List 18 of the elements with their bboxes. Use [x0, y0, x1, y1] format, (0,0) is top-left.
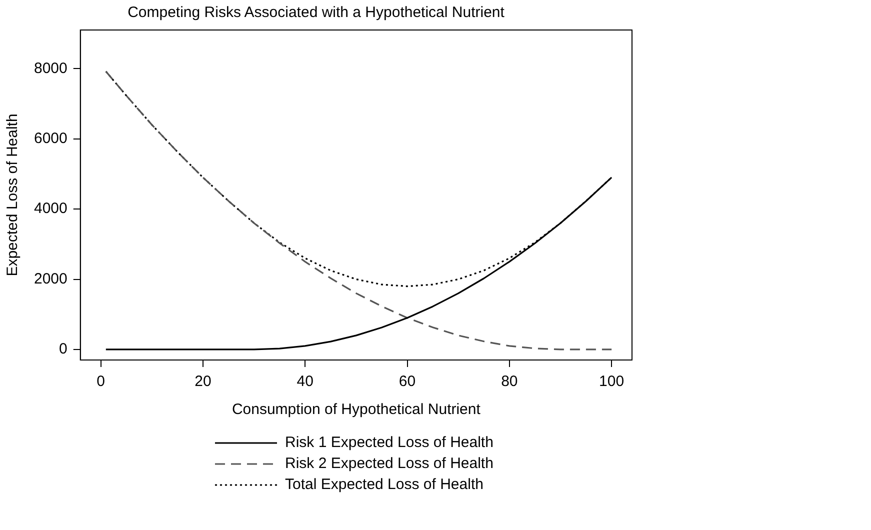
y-tick-label: 0: [59, 340, 68, 358]
y-tick-label: 6000: [34, 130, 68, 147]
y-tick-label: 2000: [34, 270, 68, 288]
y-axis-title: Expected Loss of Health: [4, 114, 22, 276]
x-tick-label: 80: [501, 373, 518, 390]
x-tick-label: 40: [296, 373, 314, 390]
legend-label: Risk 2 Expected Loss of Health: [285, 455, 494, 472]
x-tick-label: 20: [194, 373, 212, 390]
x-tick-label: 0: [96, 373, 105, 390]
x-tick-label: 60: [398, 373, 416, 390]
x-tick-label: 100: [599, 373, 624, 390]
y-tick-label: 8000: [34, 60, 68, 77]
legend-label: Risk 1 Expected Loss of Health: [285, 434, 494, 451]
x-axis-title: Consumption of Hypothetical Nutrient: [232, 401, 482, 418]
legend-label: Total Expected Loss of Health: [285, 476, 484, 493]
line-series: [105, 70, 612, 350]
chart-title: Competing Risks Associated with a Hypothetical Nutrient: [128, 4, 506, 22]
y-tick-label: 4000: [34, 200, 68, 218]
